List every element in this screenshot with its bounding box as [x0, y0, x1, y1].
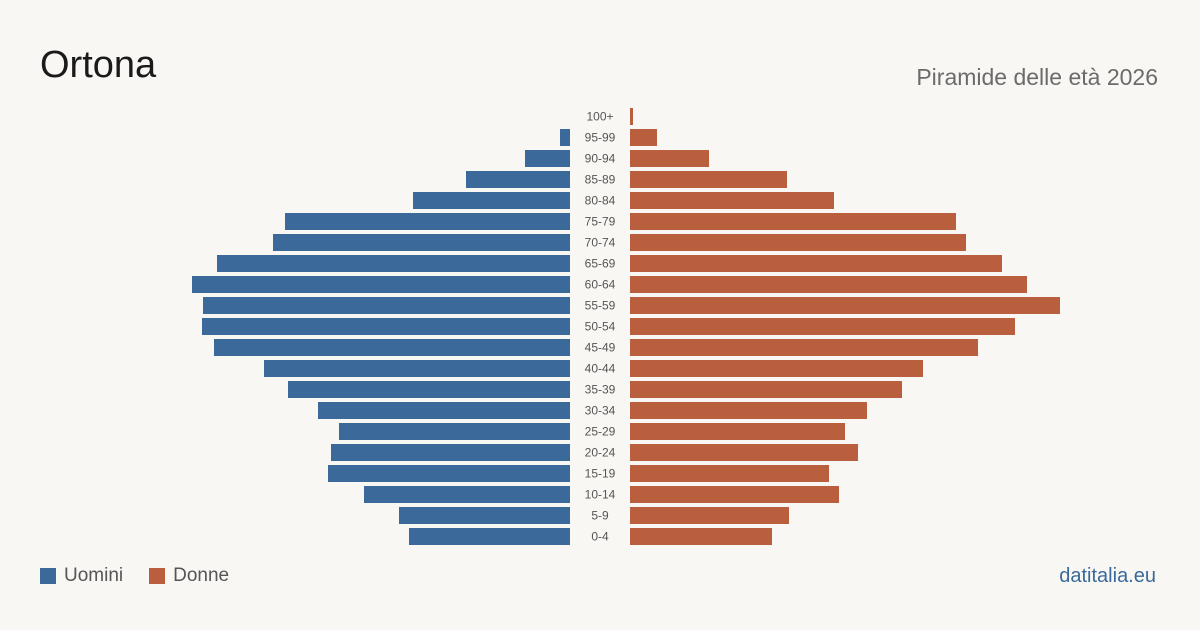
bar-women-35-39 [630, 381, 902, 398]
bar-women-15-19 [630, 465, 829, 482]
age-label-45-49: 45-49 [585, 341, 616, 355]
legend-swatch-men [40, 568, 56, 584]
bar-men-70-74 [273, 234, 570, 251]
legend-label-women: Donne [173, 565, 230, 586]
age-label-95-99: 95-99 [585, 131, 616, 145]
legend-item-men: Uomini [40, 565, 123, 587]
bar-women-55-59 [630, 297, 1060, 314]
age-label-70-74: 70-74 [585, 236, 616, 250]
bar-men-40-44 [264, 360, 570, 377]
bar-women-100+ [630, 108, 633, 125]
bar-women-60-64 [630, 276, 1027, 293]
bar-men-20-24 [331, 444, 570, 461]
age-label-10-14: 10-14 [585, 488, 616, 502]
chart-subtitle: Piramide delle età 2026 [916, 64, 1158, 90]
age-label-85-89: 85-89 [585, 173, 616, 187]
bar-men-35-39 [288, 381, 570, 398]
age-label-20-24: 20-24 [585, 446, 616, 460]
bar-men-65-69 [217, 255, 570, 272]
age-label-25-29: 25-29 [585, 425, 616, 439]
age-label-15-19: 15-19 [585, 467, 616, 481]
age-label-0-4: 0-4 [591, 530, 609, 544]
bar-men-45-49 [214, 339, 570, 356]
bar-women-50-54 [630, 318, 1015, 335]
legend-swatch-women [149, 568, 166, 584]
bar-men-30-34 [318, 402, 570, 419]
bar-women-75-79 [630, 213, 956, 230]
source-link[interactable]: datitalia.eu [1059, 565, 1156, 587]
bar-men-60-64 [192, 276, 570, 293]
bar-women-25-29 [630, 423, 845, 440]
legend: Uomini Donne [40, 565, 255, 587]
bar-men-75-79 [285, 213, 570, 230]
bar-women-70-74 [630, 234, 966, 251]
age-label-40-44: 40-44 [585, 362, 616, 376]
age-label-80-84: 80-84 [585, 194, 616, 208]
bar-women-90-94 [630, 150, 709, 167]
bar-men-85-89 [466, 171, 570, 188]
age-label-50-54: 50-54 [585, 320, 616, 334]
bar-women-80-84 [630, 192, 834, 209]
bar-men-0-4 [409, 528, 570, 545]
bar-men-50-54 [202, 318, 570, 335]
bar-women-0-4 [630, 528, 772, 545]
age-label-75-79: 75-79 [585, 215, 616, 229]
bar-women-40-44 [630, 360, 923, 377]
bar-women-5-9 [630, 507, 789, 524]
bar-men-15-19 [328, 465, 570, 482]
legend-label-men: Uomini [64, 565, 124, 586]
chart-title: Ortona [40, 44, 157, 86]
bar-men-90-94 [525, 150, 570, 167]
age-label-35-39: 35-39 [585, 383, 616, 397]
age-label-5-9: 5-9 [591, 509, 609, 523]
age-label-65-69: 65-69 [585, 257, 616, 271]
age-label-100+: 100+ [586, 110, 613, 124]
bar-men-80-84 [413, 192, 570, 209]
bar-men-95-99 [560, 129, 570, 146]
age-label-60-64: 60-64 [585, 278, 616, 292]
bar-women-85-89 [630, 171, 787, 188]
bar-men-5-9 [399, 507, 570, 524]
bar-women-20-24 [630, 444, 858, 461]
bar-women-65-69 [630, 255, 1002, 272]
bar-men-10-14 [364, 486, 570, 503]
bar-women-30-34 [630, 402, 867, 419]
age-label-55-59: 55-59 [585, 299, 616, 313]
bar-men-55-59 [203, 297, 570, 314]
age-label-90-94: 90-94 [585, 152, 616, 166]
age-label-30-34: 30-34 [585, 404, 616, 418]
bar-women-95-99 [630, 129, 657, 146]
bar-women-45-49 [630, 339, 978, 356]
bar-men-25-29 [339, 423, 570, 440]
legend-item-women: Donne [149, 565, 229, 587]
bar-women-10-14 [630, 486, 839, 503]
